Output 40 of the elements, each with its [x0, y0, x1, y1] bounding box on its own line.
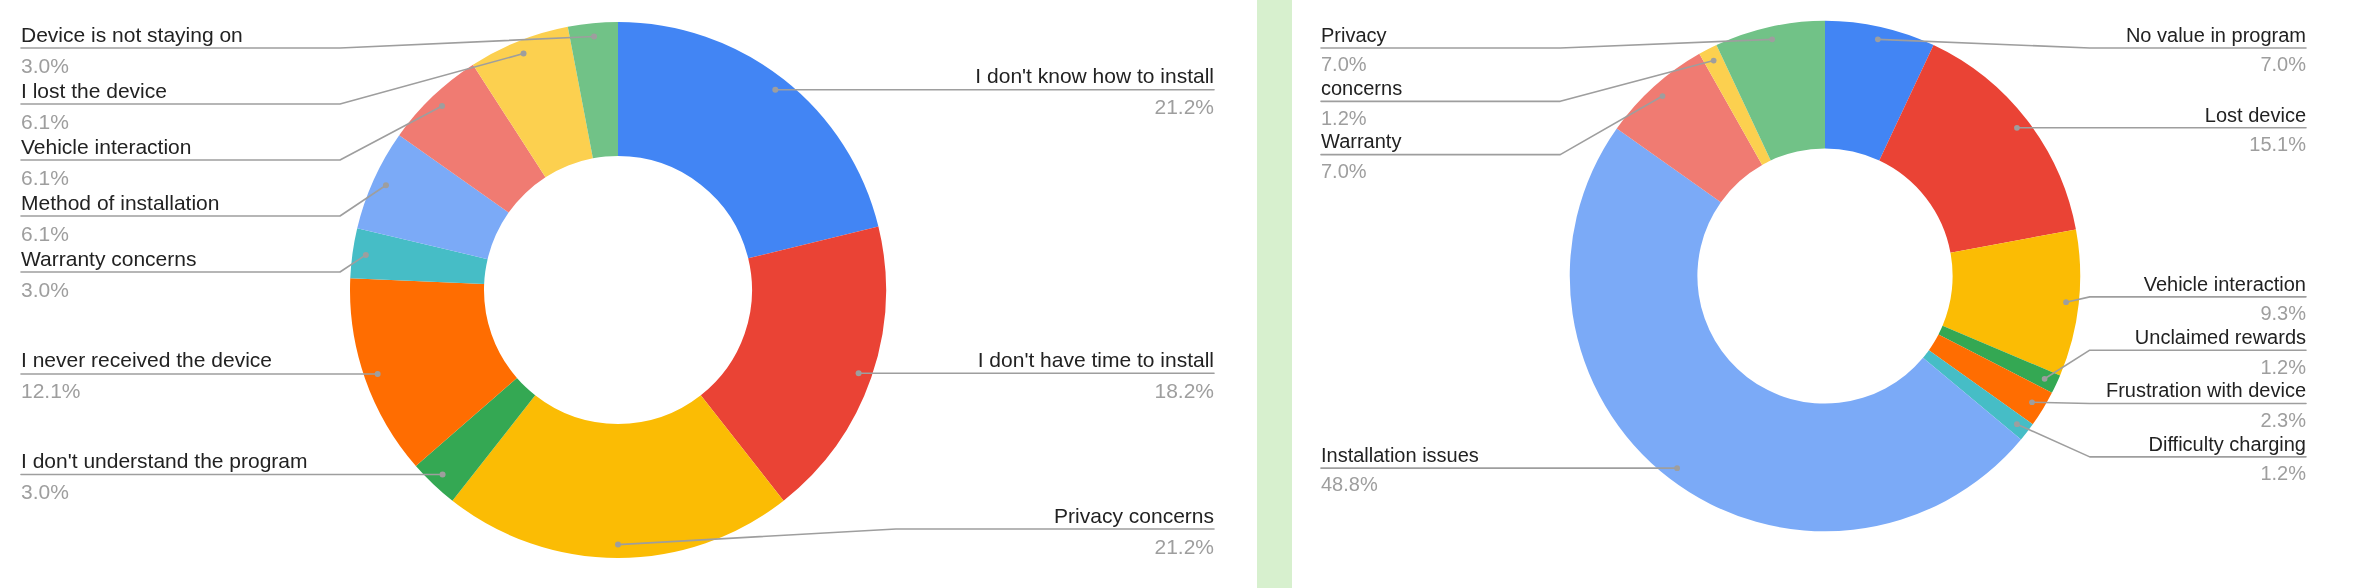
slice-label: Frustration with device — [2105, 379, 2306, 402]
data-label: 1.2% — [2260, 462, 2307, 485]
data-label: 3.0% — [21, 480, 69, 503]
data-label: 1.2% — [2260, 355, 2307, 378]
slice-label: Method of installation — [21, 190, 220, 214]
slice-label: I don't know how to install — [975, 64, 1214, 88]
slice-label: concerns — [1321, 77, 1403, 100]
slice-label: Privacy concerns — [1054, 503, 1214, 527]
slice-label: Vehicle interaction — [21, 134, 192, 158]
slice-label: I don't have time to install — [977, 347, 1214, 371]
slice-label: Installation issues — [1321, 443, 1479, 466]
slice-label: Vehicle interaction — [2143, 272, 2306, 295]
data-label: 7.0% — [2260, 53, 2307, 76]
slice-label: Device is not staying on — [21, 22, 243, 46]
data-label: 7.0% — [1321, 160, 1367, 182]
data-label: 21.2% — [1154, 534, 1214, 558]
data-label: 6.1% — [21, 165, 69, 189]
data-label: 6.1% — [21, 109, 69, 133]
data-label: 18.2% — [1154, 378, 1214, 402]
data-label: 48.8% — [1321, 473, 1378, 496]
slice-label: Lost device — [2204, 103, 2306, 126]
slice-label: I never received the device — [21, 348, 272, 372]
slice-label: I lost the device — [21, 78, 167, 102]
data-label: 2.3% — [2260, 408, 2307, 431]
data-label: 9.3% — [2260, 302, 2307, 325]
slice-label: Warranty concerns — [21, 246, 197, 270]
data-label: 6.1% — [21, 221, 69, 245]
slice-label: Privacy — [1321, 23, 1387, 46]
data-label: 3.0% — [21, 53, 69, 77]
slice-label: No value in program — [2125, 23, 2306, 46]
data-label: 7.0% — [1321, 53, 1367, 76]
data-label: 1.2% — [1321, 106, 1367, 129]
data-label: 21.2% — [1154, 95, 1214, 119]
data-label: 3.0% — [21, 277, 69, 301]
data-label: 15.1% — [2249, 133, 2307, 156]
slice-label: Unclaimed rewards — [2134, 326, 2306, 348]
slice-label: Warranty — [1321, 130, 1402, 153]
slice-label: I don't understand the program — [21, 449, 308, 472]
slice-label: Difficulty charging — [2148, 432, 2306, 455]
data-label: 12.1% — [21, 379, 81, 403]
